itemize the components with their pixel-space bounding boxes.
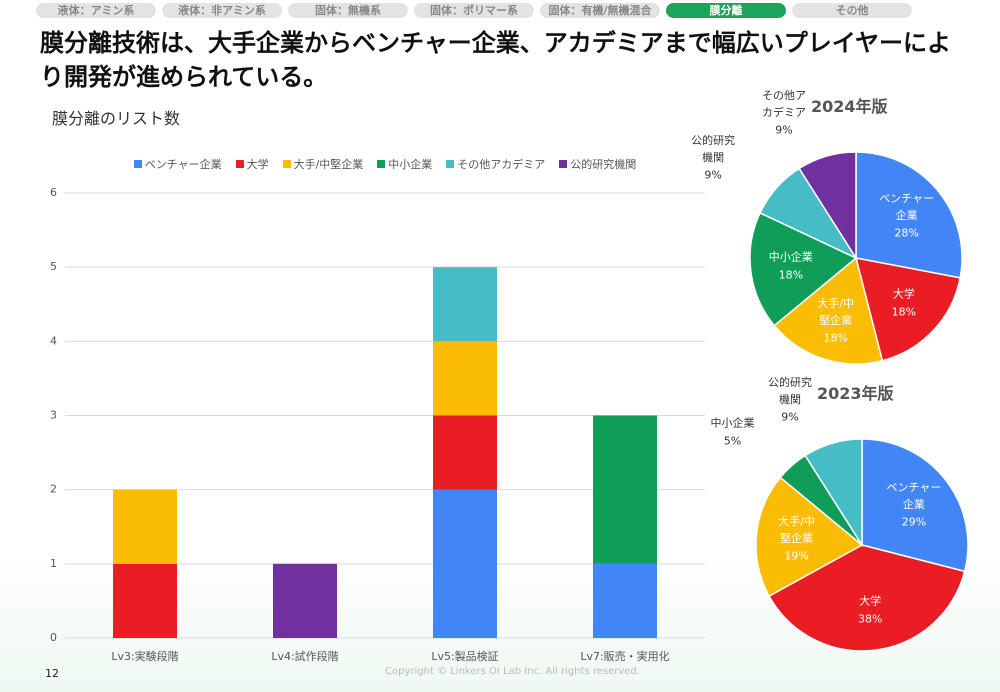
- legend-swatch: [377, 160, 386, 168]
- legend-label: 中小企業: [388, 158, 433, 171]
- bar-segment: [433, 341, 497, 416]
- legend-item: 大学: [235, 156, 269, 172]
- slice-label: ベンチャー 企業: [879, 192, 935, 223]
- x-tick-label: Lv7:販売・実用化: [580, 649, 669, 663]
- slice-label: ベンチャー 企業: [886, 480, 942, 511]
- tab[interactable]: 液体：非アミン系: [162, 3, 282, 18]
- slice-value: 5%: [723, 434, 742, 448]
- slice-value: 9%: [704, 168, 722, 182]
- legend-label: その他アカデミア: [457, 158, 546, 171]
- slice-value: 29%: [901, 515, 927, 529]
- pie-slice: [798, 151, 857, 261]
- legend-swatch: [282, 160, 291, 168]
- tab[interactable]: その他: [792, 3, 912, 18]
- slice-label: 大学: [892, 287, 915, 301]
- slice-label: 大学: [859, 594, 882, 608]
- slice-value: 18%: [778, 268, 804, 282]
- pie-slice: [861, 438, 969, 573]
- copyright: Copyright © Linkers OI Lab Inc. All righ…: [385, 666, 640, 677]
- tab[interactable]: 液体：アミン系: [36, 3, 156, 18]
- legend-swatch: [235, 160, 244, 168]
- page-number: 12: [45, 667, 59, 680]
- legend-item: その他アカデミア: [446, 156, 545, 172]
- slice-label: 中小企業: [710, 416, 755, 430]
- legend-swatch: [559, 160, 568, 168]
- bar-segment: [113, 489, 177, 564]
- y-tick-label: 6: [50, 186, 57, 199]
- legend-label: 大手/中堅企業: [293, 158, 364, 171]
- bar-segment: [593, 563, 657, 638]
- bar-segment: [113, 563, 177, 638]
- pie-slice: [855, 151, 963, 279]
- slice-value: 9%: [775, 123, 793, 137]
- y-tick-label: 1: [50, 557, 57, 570]
- tab[interactable]: 固体：ポリマー系: [414, 3, 534, 18]
- pie-slice: [804, 438, 863, 548]
- slice-value: 38%: [858, 612, 883, 626]
- pie-title: 2024年版: [811, 97, 888, 116]
- y-tick-label: 0: [50, 631, 57, 644]
- legend-swatch: [446, 160, 455, 168]
- bar-segment: [593, 415, 657, 564]
- pie-slice: [755, 476, 864, 598]
- pie-slice: [773, 256, 884, 365]
- legend: ベンチャー企業 大学 大手/中堅企業 中小企業 その他アカデミア 公的研究機関: [65, 156, 705, 172]
- legend-item: ベンチャー企業: [133, 156, 222, 172]
- legend-label: 大学: [246, 158, 269, 171]
- slide-title: 膜分離技術は、大手企業からベンチャー企業、アカデミアまで幅広いプレイヤーにより開…: [40, 29, 952, 91]
- x-tick-label: Lv3:実験段階: [111, 649, 178, 663]
- y-tick-label: 2: [50, 483, 57, 496]
- slice-label: 公的研究 機関: [768, 376, 812, 407]
- legend-label: 公的研究機関: [570, 158, 637, 171]
- legend-item: 大手/中堅企業: [282, 156, 364, 172]
- slice-value: 19%: [784, 549, 809, 563]
- x-tick-label: Lv5:製品検証: [431, 649, 498, 663]
- y-tick-label: 5: [50, 260, 57, 273]
- bar-segment: [433, 415, 497, 490]
- slice-label: 公的研究 機関: [691, 134, 736, 165]
- slice-label: 大手/中 堅企業: [778, 514, 815, 545]
- tab-bar: 液体：アミン系 液体：非アミン系 固体：無機系 固体：ポリマー系 固体：有機/無機混合膜…: [36, 3, 912, 18]
- y-tick-label: 4: [50, 334, 57, 347]
- pie-slice: [854, 257, 961, 362]
- bar-segment: [433, 267, 497, 342]
- tab[interactable]: 固体：無機系: [288, 3, 408, 18]
- x-tick-label: Lv4:試作段階: [271, 649, 338, 663]
- bar-segment: [433, 489, 497, 638]
- legend-item: 公的研究機関: [559, 156, 636, 172]
- slice-label: 大手/中 堅企業: [817, 296, 855, 327]
- pie-title: 2023年版: [817, 384, 894, 403]
- bar-segment: [273, 563, 337, 638]
- chart-title: 膜分離のリスト数: [52, 109, 181, 128]
- slice-value: 28%: [894, 226, 919, 240]
- y-tick-label: 3: [50, 409, 57, 422]
- slice-value: 9%: [781, 410, 799, 424]
- legend-swatch: [133, 160, 142, 168]
- slice-label: 中小企業: [768, 250, 813, 264]
- legend-item: 中小企業: [377, 156, 432, 172]
- slice-value: 18%: [891, 305, 917, 319]
- tab[interactable]: 固体：有機/無機混合: [540, 3, 660, 18]
- slice-value: 18%: [823, 331, 848, 344]
- tab[interactable]: 膜分離: [666, 3, 786, 18]
- legend-label: ベンチャー企業: [144, 158, 222, 171]
- pie-slice: [749, 211, 858, 327]
- slice-label: その他ア カデミア: [762, 89, 806, 120]
- pie-slice: [768, 544, 966, 652]
